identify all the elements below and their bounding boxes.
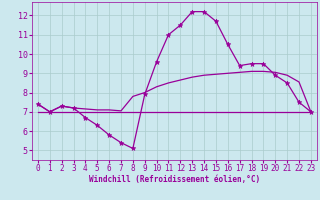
X-axis label: Windchill (Refroidissement éolien,°C): Windchill (Refroidissement éolien,°C) — [89, 175, 260, 184]
